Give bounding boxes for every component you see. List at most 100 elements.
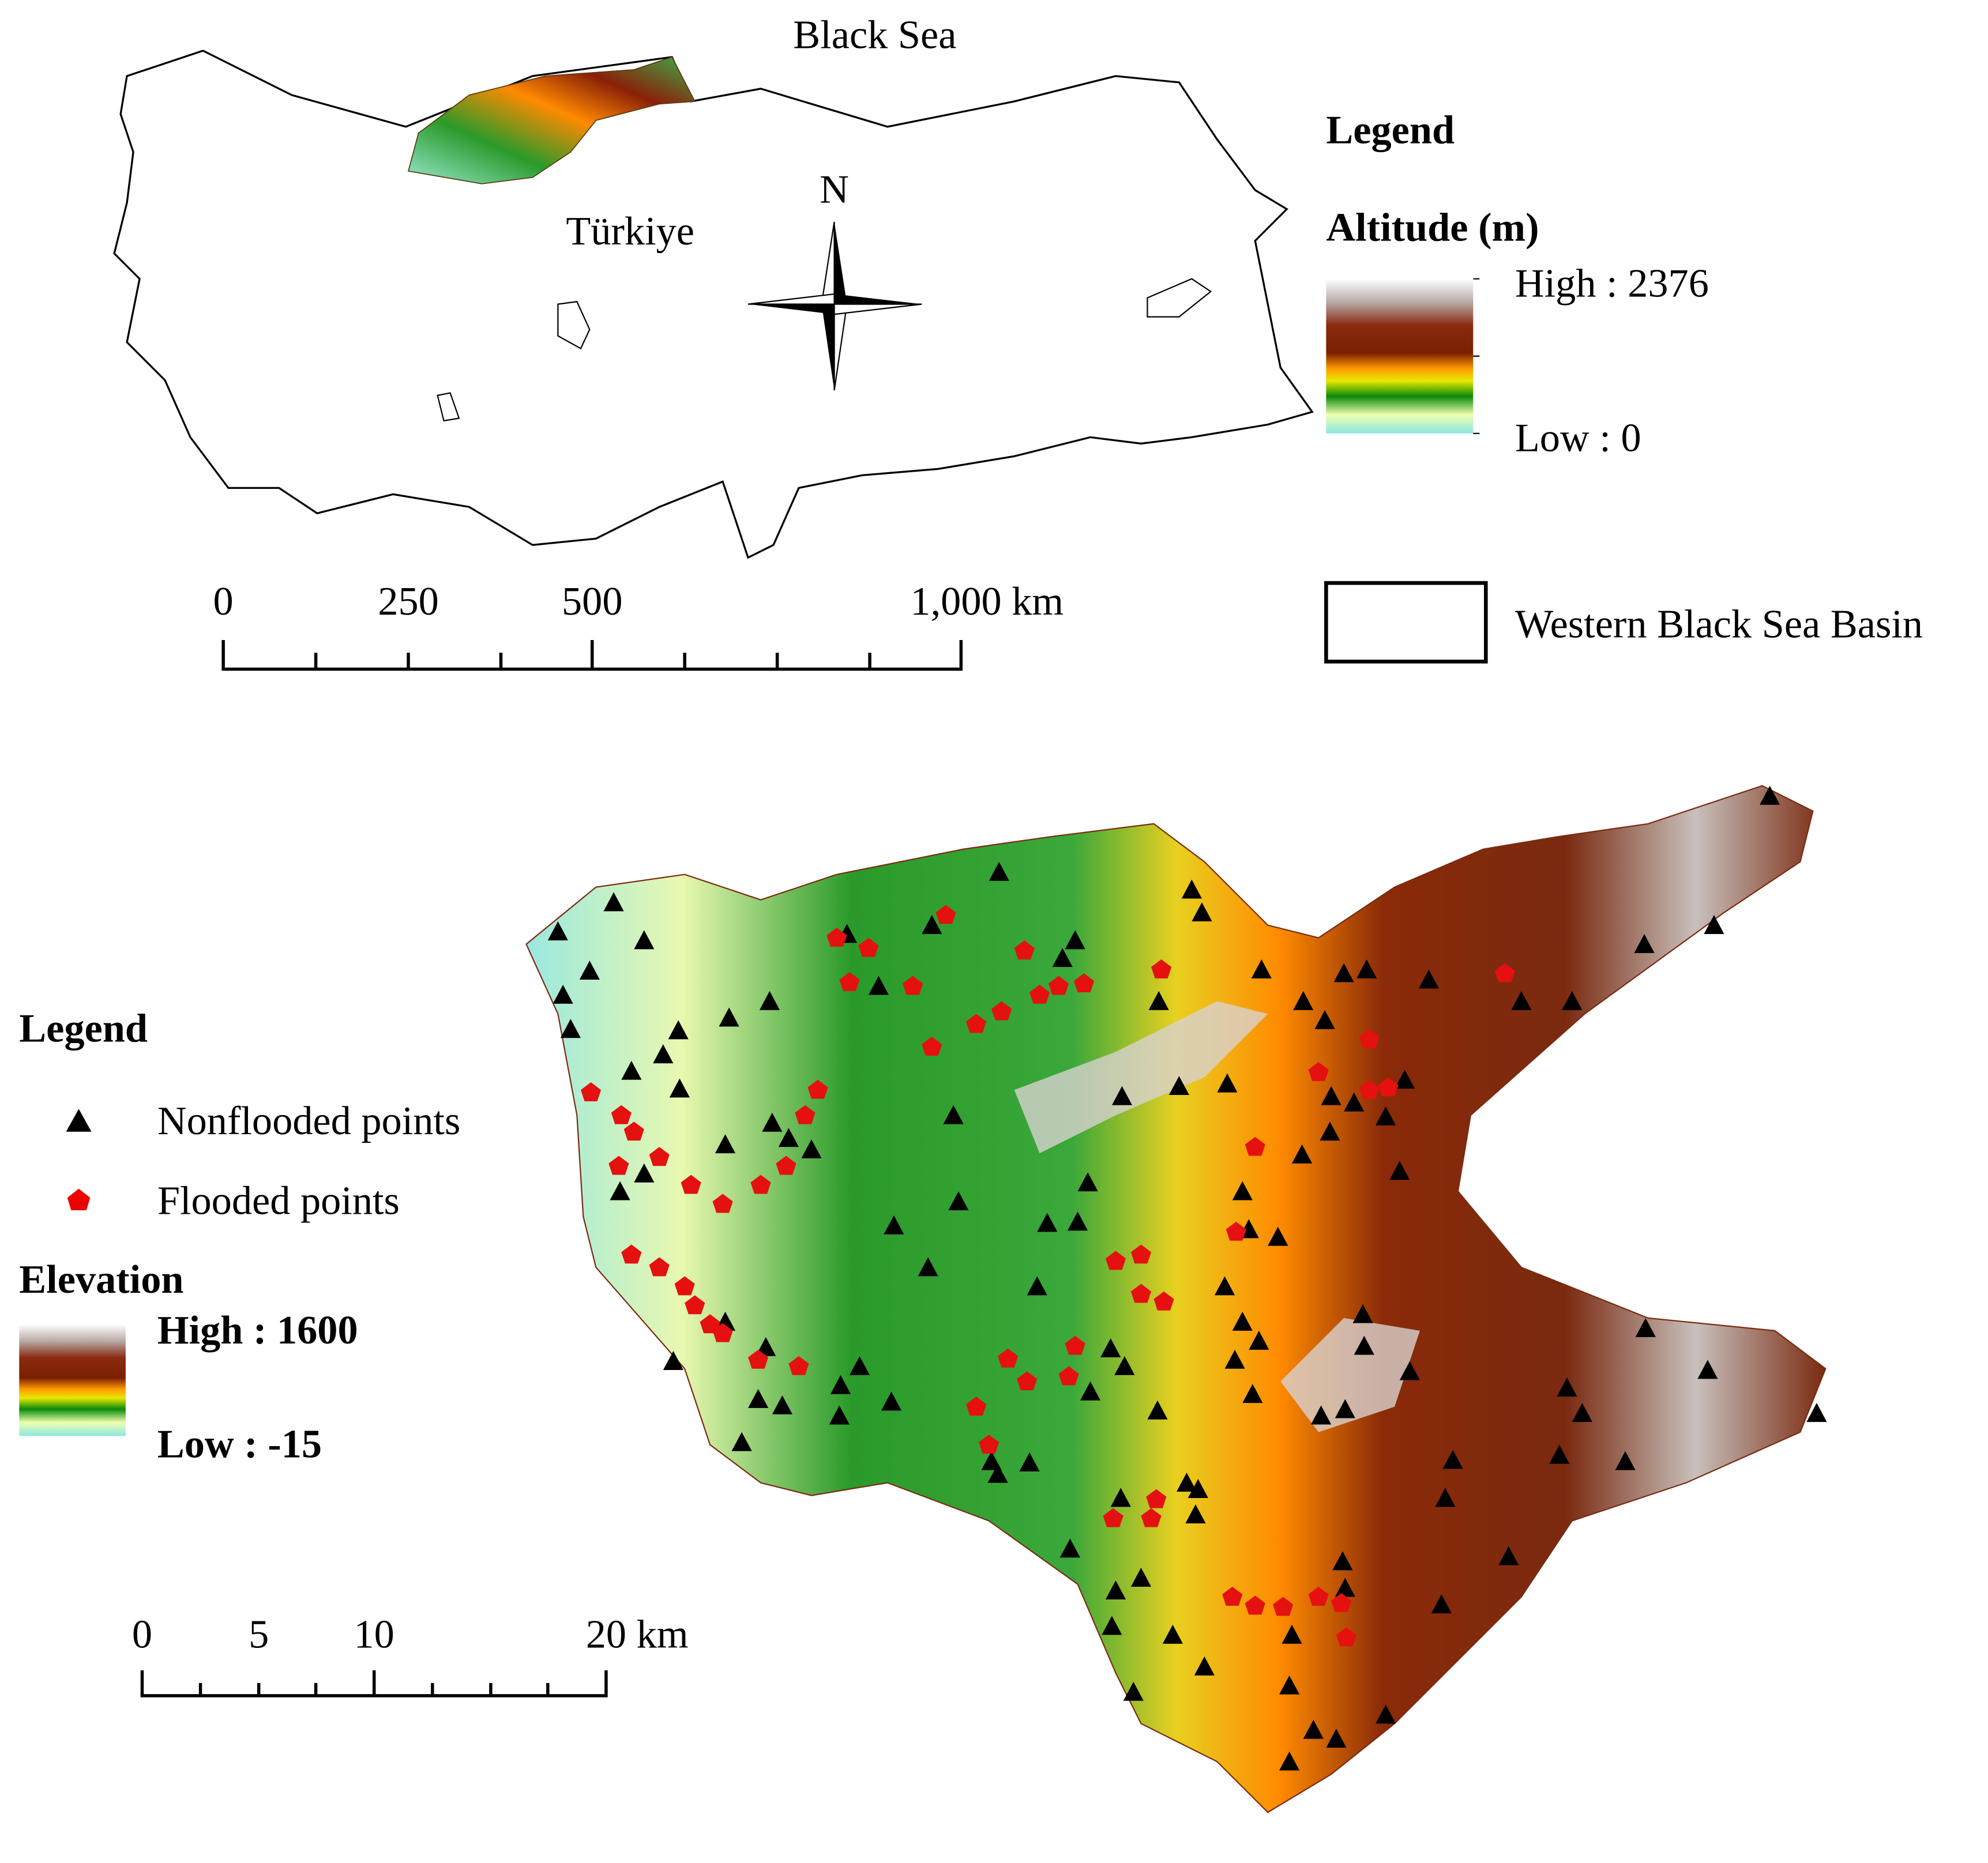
country-label: Türkiye <box>566 209 694 254</box>
nonflooded-point <box>1314 1010 1335 1029</box>
flooded-point <box>1105 1251 1126 1270</box>
scale-label: 0 <box>213 579 234 624</box>
nonflooded-point <box>1549 1444 1570 1464</box>
nonflooded-point <box>1399 1361 1420 1380</box>
scale-label: 0 <box>132 1612 152 1657</box>
nonflooded-point <box>1376 1704 1396 1724</box>
flooded-point <box>966 1014 987 1033</box>
flooded-point <box>935 905 956 924</box>
flooded-point <box>1049 976 1069 995</box>
scale-label: 20 km <box>586 1612 689 1657</box>
nonflooded-point <box>1059 1538 1080 1558</box>
north-label: N <box>820 167 849 212</box>
scale-label: 250 <box>378 579 438 624</box>
nonflooded-point <box>1268 1226 1288 1246</box>
nonflooded-point <box>918 1257 938 1277</box>
nonflooded-point <box>560 1019 581 1038</box>
legend-title: Legend <box>19 1006 148 1051</box>
flooded-point <box>649 1147 670 1166</box>
nonflooded-point <box>1395 1070 1415 1089</box>
flooded-point <box>1226 1221 1246 1241</box>
nonflooded-point <box>1232 1311 1253 1331</box>
scale-label: 5 <box>249 1612 269 1657</box>
flooded-point <box>826 927 847 947</box>
flooded-point <box>1065 1335 1085 1355</box>
flooded-point <box>611 1105 632 1124</box>
nonflooded-point <box>1293 991 1314 1010</box>
flooded-point <box>1245 1595 1265 1615</box>
flooded-point <box>1378 1077 1399 1097</box>
nonflooded-point <box>634 1163 655 1183</box>
country-outline <box>113 50 1314 559</box>
nonflooded-point <box>1177 1473 1197 1492</box>
scale-label: 500 <box>562 579 622 624</box>
nonflooded-point <box>987 1463 1008 1483</box>
nonflooded-point <box>1249 1330 1269 1350</box>
nonflooded-point <box>1282 1624 1302 1644</box>
nonflooded-point <box>1080 1381 1101 1401</box>
flooded-point <box>1141 1508 1162 1527</box>
nonflooded-point <box>922 914 942 934</box>
nonflooded-point <box>553 984 573 1004</box>
nonflooded-point <box>748 1388 769 1408</box>
nonflooded-point <box>1806 1403 1827 1422</box>
nonflooded-point <box>1130 1567 1152 1587</box>
nonflooded-point <box>1335 1399 1355 1418</box>
nonflooded-point <box>948 1191 969 1211</box>
flooded-point <box>681 1175 701 1194</box>
nonflooded-point <box>1697 1360 1718 1379</box>
nonflooded-point <box>603 892 624 912</box>
nonflooded-point <box>830 1375 851 1394</box>
flooded-point <box>795 1105 816 1124</box>
legend-pentagon <box>67 1188 91 1211</box>
lake <box>557 300 591 349</box>
elevation-ramp <box>19 1324 126 1436</box>
nonflooded-point <box>1557 1378 1577 1397</box>
nonflooded-point <box>579 961 600 980</box>
nonflooded-point <box>621 1060 642 1080</box>
nonflooded-point <box>801 1139 822 1158</box>
nonflooded-point <box>1168 1076 1189 1096</box>
nonflooded-point <box>1354 1335 1374 1355</box>
nonflooded-point <box>1105 1580 1126 1599</box>
flooded-point <box>998 1348 1019 1368</box>
legend-low: Low : -15 <box>157 1422 322 1467</box>
nonflooded-point <box>1102 1616 1122 1635</box>
flooded-point <box>1029 984 1050 1004</box>
scale-bar <box>221 639 963 671</box>
flooded-point <box>712 1323 733 1342</box>
nonflooded-point <box>719 1007 739 1027</box>
flooded-point <box>1245 1136 1265 1156</box>
nonflooded-point <box>1037 1213 1058 1232</box>
legend-basin: Western Black Sea Basin <box>1515 602 1923 647</box>
flooded-point <box>608 1156 629 1175</box>
nonflooded-point <box>1185 1504 1206 1523</box>
flooded-point <box>750 1175 771 1194</box>
nonflooded-point <box>1344 1092 1365 1112</box>
nonflooded-point <box>778 1128 799 1147</box>
nonflooded-point <box>881 1391 902 1411</box>
basin-swatch <box>1324 581 1488 664</box>
sea-label: Black Sea <box>793 13 956 58</box>
nonflooded-point <box>1162 1624 1183 1644</box>
nonflooded-point <box>1376 1106 1396 1126</box>
nonflooded-point <box>884 1215 904 1235</box>
nonflooded-point <box>829 1405 850 1425</box>
flooded-point <box>858 938 879 957</box>
nonflooded-point <box>989 861 1009 881</box>
nonflooded-point <box>1760 785 1780 805</box>
legend-subtitle: Altitude (m) <box>1326 205 1539 250</box>
nonflooded-point <box>1019 1452 1040 1471</box>
flooded-point <box>649 1257 670 1277</box>
nonflooded-point <box>668 1020 689 1040</box>
flooded-point <box>674 1276 695 1296</box>
legend-title: Legend <box>1326 107 1455 152</box>
nonflooded-point <box>1320 1121 1340 1141</box>
legend-low: Low : 0 <box>1515 415 1641 460</box>
nonflooded-point <box>759 991 780 1010</box>
altitude-ramp <box>1326 278 1474 434</box>
nonflooded-point <box>1635 1318 1656 1337</box>
nonflooded-point <box>1292 1144 1313 1164</box>
flooded-point <box>700 1314 720 1334</box>
